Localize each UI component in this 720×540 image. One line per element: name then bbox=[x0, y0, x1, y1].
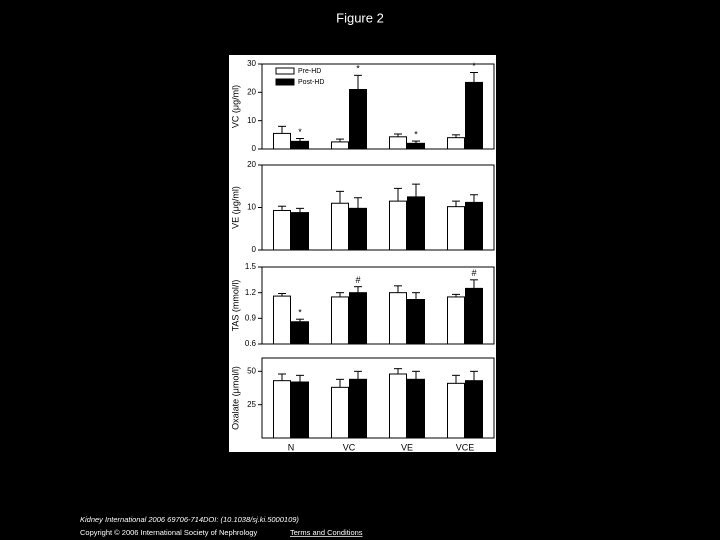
plot-frame bbox=[261, 357, 495, 439]
x-tick-label: VC bbox=[343, 442, 356, 452]
bar bbox=[349, 207, 367, 251]
bar bbox=[465, 287, 483, 345]
bar bbox=[291, 212, 309, 251]
bar bbox=[447, 206, 465, 251]
bar bbox=[349, 89, 367, 150]
bar bbox=[447, 296, 465, 345]
bar bbox=[349, 292, 367, 345]
bar bbox=[291, 140, 309, 150]
y-tick-label: 25 bbox=[247, 400, 256, 409]
significance-marker: * bbox=[414, 129, 418, 139]
citation: Kidney International 2006 69706-714DOI: … bbox=[80, 515, 299, 524]
y-tick-label: 10 bbox=[247, 203, 256, 212]
y-tick-label: 0.6 bbox=[245, 339, 257, 348]
terms-link[interactable]: Terms and Conditions bbox=[290, 528, 363, 537]
bar bbox=[465, 201, 483, 251]
y-tick-label: 20 bbox=[247, 87, 256, 96]
y-tick-label: 20 bbox=[247, 160, 256, 169]
y-tick-label: 10 bbox=[247, 116, 256, 125]
bar bbox=[291, 321, 309, 345]
bar bbox=[447, 382, 465, 439]
bar bbox=[273, 209, 291, 251]
significance-marker: * bbox=[356, 64, 360, 74]
significance-marker: # bbox=[355, 275, 360, 285]
y-axis-label: VE (μg/ml) bbox=[230, 186, 240, 229]
plot-frame bbox=[261, 63, 495, 150]
bar bbox=[407, 378, 425, 439]
significance-marker: # bbox=[471, 268, 476, 278]
bar bbox=[465, 380, 483, 439]
bar bbox=[331, 141, 349, 150]
legend-swatch bbox=[275, 78, 295, 86]
y-tick-label: 1.2 bbox=[245, 288, 257, 297]
bar bbox=[407, 299, 425, 345]
bar bbox=[389, 292, 407, 345]
y-tick-label: 50 bbox=[247, 366, 256, 375]
y-axis-label: VC (μg/ml) bbox=[230, 85, 240, 128]
y-tick-label: 30 bbox=[247, 59, 256, 68]
x-tick-label: VE bbox=[401, 442, 413, 452]
significance-marker: * bbox=[298, 308, 302, 318]
bar bbox=[291, 381, 309, 439]
x-tick-label: VCE bbox=[456, 442, 475, 452]
significance-marker: * bbox=[298, 127, 302, 137]
significance-marker: * bbox=[472, 61, 476, 71]
bar bbox=[349, 378, 367, 439]
y-axis-label: TAS (mmol/l) bbox=[230, 280, 240, 332]
bar bbox=[465, 81, 483, 150]
x-tick-label: N bbox=[288, 442, 295, 452]
bar bbox=[407, 196, 425, 251]
y-tick-label: 1.5 bbox=[245, 262, 257, 271]
slide-title: Figure 2 bbox=[336, 10, 384, 25]
y-tick-label: 0 bbox=[252, 144, 257, 153]
legend-swatch bbox=[275, 67, 295, 75]
bar bbox=[447, 137, 465, 150]
bar bbox=[273, 295, 291, 345]
bar bbox=[273, 132, 291, 150]
bar bbox=[389, 373, 407, 439]
y-tick-label: 0 bbox=[252, 245, 257, 254]
bar bbox=[273, 380, 291, 439]
copyright: Copyright © 2006 International Society o… bbox=[80, 528, 258, 537]
bar bbox=[331, 202, 349, 251]
legend-label: Post-HD bbox=[298, 79, 324, 86]
bar bbox=[407, 142, 425, 150]
y-axis-label: Oxalate (μmol/l) bbox=[230, 366, 240, 430]
bar bbox=[389, 200, 407, 251]
y-tick-label: 0.9 bbox=[245, 313, 257, 322]
bar bbox=[331, 296, 349, 345]
bar bbox=[389, 136, 407, 150]
plot-frame bbox=[261, 266, 495, 345]
bar bbox=[331, 386, 349, 439]
legend-label: Pre-HD bbox=[298, 68, 321, 75]
